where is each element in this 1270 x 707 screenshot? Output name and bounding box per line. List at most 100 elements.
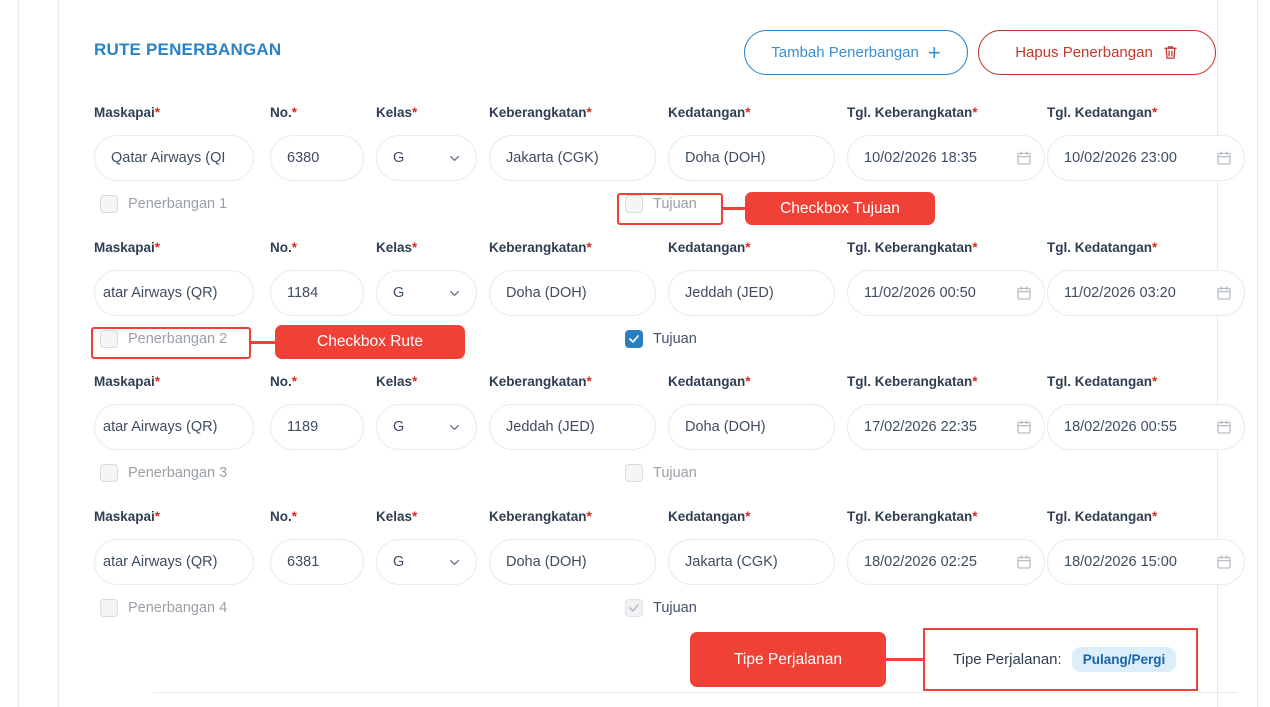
kedatangan-input-1[interactable]: Doha (DOH) bbox=[668, 135, 835, 181]
label-keberangkatan-3: Keberangkatan* bbox=[489, 374, 592, 389]
route-checkbox-label-2: Penerbangan 2 bbox=[128, 331, 228, 347]
tujuan-checkbox-label-2: Tujuan bbox=[653, 331, 697, 347]
page-title: RUTE PENERBANGAN bbox=[94, 40, 282, 59]
keberangkatan-input-4[interactable]: Doha (DOH) bbox=[489, 539, 656, 585]
tgl-keberangkatan-input-2[interactable]: 11/02/2026 00:50 bbox=[847, 270, 1045, 316]
route-checkbox-1[interactable] bbox=[100, 195, 118, 213]
trash-icon bbox=[1162, 44, 1179, 61]
label-tgl-keberangkatan-2: Tgl. Keberangkatan* bbox=[847, 240, 978, 255]
label-keberangkatan-1: Keberangkatan* bbox=[489, 105, 592, 120]
tgl-kedatangan-input-1[interactable]: 10/02/2026 23:00 bbox=[1047, 135, 1245, 181]
label-kedatangan-1: Kedatangan* bbox=[668, 105, 751, 120]
label-maskapai-2: Maskapai* bbox=[94, 240, 161, 255]
label-maskapai-1: Maskapai* bbox=[94, 105, 161, 120]
section-divider bbox=[153, 692, 1237, 693]
label-kelas-3: Kelas* bbox=[376, 374, 418, 389]
route-checkbox-group-4[interactable]: Penerbangan 4 bbox=[100, 599, 227, 617]
flight-row-4: Maskapai* No.* Kelas* Keberangkatan* Ked… bbox=[94, 509, 1245, 629]
kedatangan-input-3[interactable]: Doha (DOH) bbox=[668, 404, 835, 450]
nomor-input-1[interactable]: 6380 bbox=[270, 135, 364, 181]
add-flight-label: Tambah Penerbangan bbox=[771, 44, 919, 61]
tujuan-checkbox-group-3[interactable]: Tujuan bbox=[625, 464, 697, 482]
calendar-icon bbox=[1217, 555, 1231, 569]
route-checkbox-label-4: Penerbangan 4 bbox=[128, 600, 228, 616]
keberangkatan-input-2[interactable]: Doha (DOH) bbox=[489, 270, 656, 316]
tujuan-checkbox-group-1[interactable]: Tujuan bbox=[625, 195, 697, 213]
tujuan-checkbox-3[interactable] bbox=[625, 464, 643, 482]
tgl-kedatangan-input-3[interactable]: 18/02/2026 00:55 bbox=[1047, 404, 1245, 450]
kelas-select-3[interactable]: G bbox=[376, 404, 477, 450]
trip-type-badge: Pulang/Pergi bbox=[1071, 647, 1177, 672]
kelas-select-2[interactable]: G bbox=[376, 270, 477, 316]
maskapai-input-2[interactable]: atar Airways (QR) bbox=[94, 270, 254, 316]
trip-type-label: Tipe Perjalanan: bbox=[953, 651, 1062, 668]
label-kedatangan-2: Kedatangan* bbox=[668, 240, 751, 255]
label-kelas-4: Kelas* bbox=[376, 509, 418, 524]
chevron-down-icon bbox=[450, 290, 459, 296]
row-2-checkboxes: Penerbangan 2 Tujuan bbox=[94, 330, 1204, 360]
label-maskapai-3: Maskapai* bbox=[94, 374, 161, 389]
label-kedatangan-3: Kedatangan* bbox=[668, 374, 751, 389]
flight-row-1: Maskapai* No.* Kelas* Keberangkatan* Ked… bbox=[94, 105, 1245, 225]
label-kelas-1: Kelas* bbox=[376, 105, 418, 120]
label-tgl-keberangkatan-3: Tgl. Keberangkatan* bbox=[847, 374, 978, 389]
kelas-select-1[interactable]: G bbox=[376, 135, 477, 181]
label-tgl-keberangkatan-1: Tgl. Keberangkatan* bbox=[847, 105, 978, 120]
row-2-labels: Maskapai* No.* Kelas* Keberangkatan* Ked… bbox=[94, 240, 1204, 264]
maskapai-input-4[interactable]: atar Airways (QR) bbox=[94, 539, 254, 585]
tujuan-checkbox-1[interactable] bbox=[625, 195, 643, 213]
tujuan-checkbox-4 bbox=[625, 599, 643, 617]
rute-penerbangan-card: RUTE PENERBANGAN Tambah Penerbangan + Ha… bbox=[59, 0, 1245, 707]
route-checkbox-3[interactable] bbox=[100, 464, 118, 482]
tujuan-checkbox-label-3: Tujuan bbox=[653, 465, 697, 481]
tujuan-checkbox-group-2[interactable]: Tujuan bbox=[625, 330, 697, 348]
tujuan-checkbox-label-4: Tujuan bbox=[653, 600, 697, 616]
tujuan-checkbox-group-4[interactable]: Tujuan bbox=[625, 599, 697, 617]
tgl-keberangkatan-input-1[interactable]: 10/02/2026 18:35 bbox=[847, 135, 1045, 181]
maskapai-input-1[interactable]: Qatar Airways (QI bbox=[94, 135, 254, 181]
maskapai-input-3[interactable]: atar Airways (QR) bbox=[94, 404, 254, 450]
frame-rule-right-inner bbox=[1217, 0, 1218, 707]
kedatangan-input-2[interactable]: Jeddah (JED) bbox=[668, 270, 835, 316]
flight-row-2: Maskapai* No.* Kelas* Keberangkatan* Ked… bbox=[94, 240, 1245, 360]
kedatangan-input-4[interactable]: Jakarta (CGK) bbox=[668, 539, 835, 585]
route-checkbox-2[interactable] bbox=[100, 330, 118, 348]
tujuan-checkbox-2[interactable] bbox=[625, 330, 643, 348]
row-3-labels: Maskapai* No.* Kelas* Keberangkatan* Ked… bbox=[94, 374, 1204, 398]
route-checkbox-4[interactable] bbox=[100, 599, 118, 617]
tgl-keberangkatan-input-3[interactable]: 17/02/2026 22:35 bbox=[847, 404, 1045, 450]
keberangkatan-input-1[interactable]: Jakarta (CGK) bbox=[489, 135, 656, 181]
calendar-icon bbox=[1017, 151, 1031, 165]
delete-flight-button[interactable]: Hapus Penerbangan bbox=[978, 30, 1216, 75]
tgl-kedatangan-input-4[interactable]: 18/02/2026 15:00 bbox=[1047, 539, 1245, 585]
nomor-input-4[interactable]: 6381 bbox=[270, 539, 364, 585]
nomor-input-3[interactable]: 1189 bbox=[270, 404, 364, 450]
row-4-fields: atar Airways (QR) 6381 G Doha (DOH) Jaka… bbox=[94, 539, 1245, 585]
add-flight-button[interactable]: Tambah Penerbangan + bbox=[744, 30, 968, 75]
label-kelas-2: Kelas* bbox=[376, 240, 418, 255]
nomor-input-2[interactable]: 1184 bbox=[270, 270, 364, 316]
row-1-checkboxes: Penerbangan 1 Tujuan bbox=[94, 195, 1204, 225]
tgl-kedatangan-input-2[interactable]: 11/02/2026 03:20 bbox=[1047, 270, 1245, 316]
frame-rule-left-inner bbox=[58, 0, 59, 707]
row-1-fields: Qatar Airways (QI 6380 G Jakarta (CGK) D… bbox=[94, 135, 1245, 181]
kelas-select-4[interactable]: G bbox=[376, 539, 477, 585]
delete-flight-label: Hapus Penerbangan bbox=[1015, 44, 1153, 61]
annotation-checkbox-tujuan: Checkbox Tujuan bbox=[745, 192, 935, 225]
keberangkatan-input-3[interactable]: Jeddah (JED) bbox=[489, 404, 656, 450]
route-checkbox-group-2[interactable]: Penerbangan 2 bbox=[100, 330, 227, 348]
label-kedatangan-4: Kedatangan* bbox=[668, 509, 751, 524]
trip-type-panel: Tipe Perjalanan: Pulang/Pergi bbox=[923, 628, 1198, 691]
calendar-icon bbox=[1217, 151, 1231, 165]
row-3-checkboxes: Penerbangan 3 Tujuan bbox=[94, 464, 1204, 494]
row-3-fields: atar Airways (QR) 1189 G Jeddah (JED) Do… bbox=[94, 404, 1245, 450]
route-checkbox-group-1[interactable]: Penerbangan 1 bbox=[100, 195, 227, 213]
chevron-down-icon bbox=[450, 155, 459, 161]
label-tgl-keberangkatan-4: Tgl. Keberangkatan* bbox=[847, 509, 978, 524]
tgl-keberangkatan-input-4[interactable]: 18/02/2026 02:25 bbox=[847, 539, 1045, 585]
label-tgl-kedatangan-1: Tgl. Kedatangan* bbox=[1047, 105, 1158, 120]
label-keberangkatan-2: Keberangkatan* bbox=[489, 240, 592, 255]
route-checkbox-label-1: Penerbangan 1 bbox=[128, 196, 228, 212]
row-4-checkboxes: Penerbangan 4 Tujuan bbox=[94, 599, 1204, 629]
route-checkbox-group-3[interactable]: Penerbangan 3 bbox=[100, 464, 227, 482]
